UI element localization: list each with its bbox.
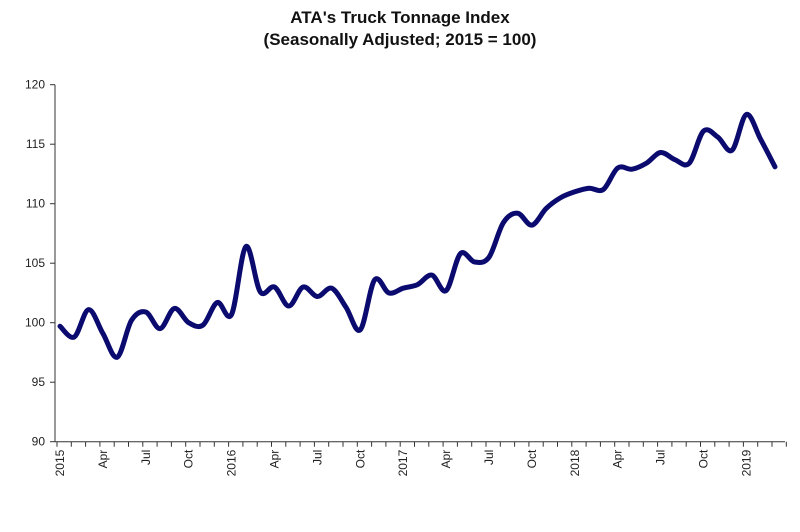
x-tick-label: Oct [697,449,711,468]
chart-title: ATA's Truck Tonnage Index [290,8,510,27]
x-tick-label: 2017 [396,449,410,476]
x-tick-label: Oct [353,449,367,468]
x-tick-label: 2015 [53,449,67,476]
x-tick-label: Apr [611,450,625,469]
x-tick-label: 2019 [739,449,753,476]
x-tick-label: Oct [525,449,539,468]
x-tick-label: Apr [268,450,282,469]
tonnage-index-line [57,111,778,360]
y-tick-label: 100 [25,316,45,330]
x-tick-label: 2016 [225,449,239,476]
x-tick-label: Jul [654,450,668,465]
y-tick-label: 105 [25,256,45,270]
x-tick-label: Oct [182,449,196,468]
x-tick-label: 2018 [568,449,582,476]
chart-subtitle: (Seasonally Adjusted; 2015 = 100) [263,30,537,49]
x-tick-label: Jul [139,450,153,465]
x-tick-label: Jul [482,450,496,465]
y-tick-label: 90 [32,435,46,449]
x-tick-label: Jul [310,450,324,465]
y-tick-label: 120 [25,78,45,92]
y-tick-label: 95 [32,375,46,389]
y-tick-label: 110 [26,197,45,211]
x-tick-label: Apr [439,450,453,469]
y-tick-label: 115 [26,137,45,151]
x-tick-label: Apr [96,450,110,469]
